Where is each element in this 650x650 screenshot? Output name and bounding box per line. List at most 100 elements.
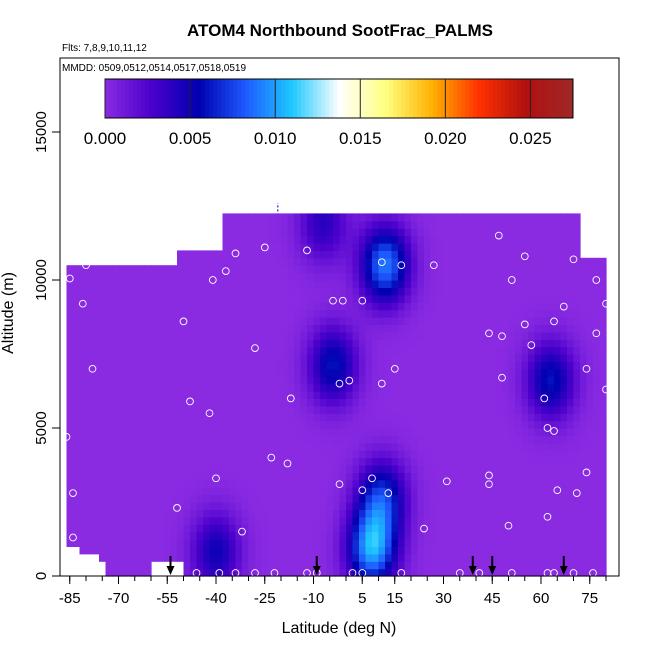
heatmap-cell: [547, 361, 555, 370]
heatmap-cell: [430, 383, 438, 392]
heatmap-cell: [112, 383, 120, 392]
heatmap-cell: [333, 472, 341, 481]
heatmap-cell: [261, 531, 269, 540]
sample-point: [550, 317, 558, 326]
heatmap-cell: [495, 235, 503, 244]
heatmap-cell: [151, 361, 159, 370]
heatmap-cell: [547, 487, 555, 496]
heatmap-cell: [385, 265, 393, 274]
heatmap-cell: [580, 324, 588, 333]
heatmap-cell: [541, 220, 549, 229]
heatmap-cell: [281, 472, 289, 481]
heatmap-cell: [573, 243, 581, 251]
heatmap-cell: [268, 457, 276, 466]
heatmap-cell: [528, 494, 536, 503]
heatmap-cell: [66, 280, 74, 288]
heatmap-cell: [320, 354, 328, 362]
heatmap-cell: [209, 331, 217, 340]
heatmap-cell: [378, 420, 386, 429]
heatmap-cell: [229, 368, 237, 377]
heatmap-cell: [508, 420, 516, 429]
heatmap-cell: [359, 450, 367, 459]
heatmap-cell: [385, 546, 393, 555]
heatmap-cell: [359, 479, 367, 488]
heatmap-cell: [495, 509, 503, 518]
heatmap-cell: [261, 457, 269, 466]
heatmap-cell: [547, 309, 555, 318]
heatmap-cell: [216, 494, 224, 503]
colorbar-swatch: [289, 79, 294, 118]
heatmap-cell: [333, 405, 341, 414]
heatmap-cell: [528, 235, 536, 244]
heatmap-cell: [203, 331, 211, 340]
heatmap-cell: [261, 354, 269, 362]
heatmap-cell: [586, 354, 594, 362]
heatmap-cell: [534, 235, 542, 244]
heatmap-cell: [554, 280, 562, 288]
heatmap-cell: [235, 428, 243, 436]
heatmap-cell: [170, 487, 178, 496]
heatmap-cell: [294, 368, 302, 377]
heatmap-cell: [203, 383, 211, 392]
heatmap-cell: [79, 494, 87, 503]
heatmap-cell: [131, 376, 139, 385]
heatmap-cell: [164, 339, 172, 348]
heatmap-cell: [541, 539, 549, 547]
heatmap-cell: [521, 250, 529, 259]
heatmap-cell: [320, 398, 328, 407]
heatmap-cell: [359, 561, 367, 570]
heatmap-cell: [547, 546, 555, 555]
heatmap-cell: [255, 435, 263, 444]
heatmap-cell: [456, 346, 464, 355]
heatmap-cell: [469, 287, 477, 296]
heatmap-cell: [339, 553, 347, 562]
heatmap-cell: [307, 324, 315, 333]
heatmap-cell: [339, 531, 347, 540]
heatmap-cell: [586, 457, 594, 466]
heatmap-cell: [326, 272, 334, 281]
heatmap-cell: [534, 509, 542, 518]
heatmap-cell: [216, 479, 224, 488]
heatmap-cell: [151, 428, 159, 436]
colorbar-swatch: [261, 79, 266, 118]
heatmap-cell: [463, 213, 471, 222]
heatmap-cell: [424, 220, 432, 229]
heatmap-cell: [131, 568, 139, 577]
heatmap-cell: [521, 354, 529, 362]
heatmap-cell: [372, 280, 380, 288]
heatmap-cell: [177, 368, 185, 377]
heatmap-cell: [255, 487, 263, 496]
heatmap-cell: [229, 450, 237, 459]
heatmap-cell: [99, 546, 107, 555]
heatmap-cell: [586, 509, 594, 518]
heatmap-cell: [313, 457, 321, 466]
heatmap-cell: [437, 213, 445, 222]
colorbar-swatch: [217, 79, 222, 118]
heatmap-cell: [300, 487, 308, 496]
heatmap-cell: [151, 383, 159, 392]
heatmap-cell: [131, 361, 139, 370]
heatmap-cell: [346, 317, 354, 325]
heatmap-cell: [307, 450, 315, 459]
sample-point: [397, 261, 406, 270]
heatmap-cell: [573, 235, 581, 244]
heatmap-cell: [333, 546, 341, 555]
heatmap-cell: [300, 413, 308, 422]
heatmap-cell: [508, 405, 516, 414]
x-tick-label: 75: [581, 590, 598, 607]
heatmap-cell: [66, 317, 74, 325]
heatmap-cell: [495, 309, 503, 318]
heatmap-cell: [417, 324, 425, 333]
heatmap-cell: [580, 487, 588, 496]
heatmap-cell: [580, 531, 588, 540]
heatmap-cell: [144, 287, 152, 296]
heatmap-cell: [482, 435, 490, 444]
colorbar-swatch: [117, 79, 122, 118]
heatmap-cell: [346, 457, 354, 466]
colorbar-swatch: [121, 79, 126, 118]
heatmap-cell: [125, 376, 133, 385]
heatmap-cell: [190, 442, 198, 451]
heatmap-cell: [157, 309, 165, 318]
heatmap-cell: [229, 257, 237, 266]
heatmap-cell: [482, 302, 490, 311]
